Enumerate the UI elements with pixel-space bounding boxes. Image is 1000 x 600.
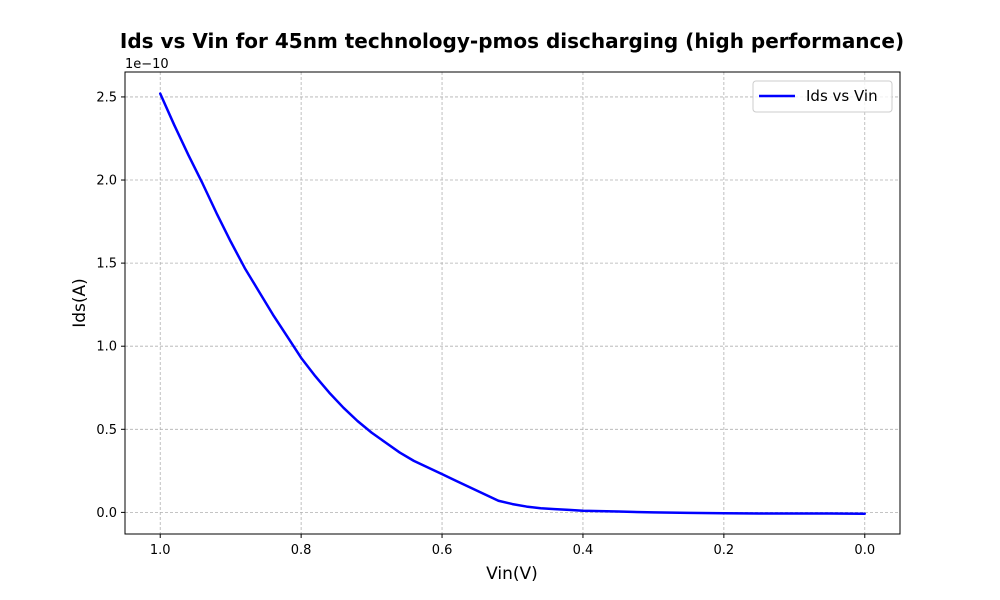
y-tick-label: 0.0 <box>96 506 117 521</box>
chart-title: Ids vs Vin for 45nm technology-pmos disc… <box>120 29 904 53</box>
y-tick-label: 1.5 <box>96 257 117 272</box>
x-tick-label: 1.0 <box>150 543 171 558</box>
y-tick-label: 2.5 <box>96 90 117 105</box>
x-tick-label: 0.2 <box>714 543 735 558</box>
x-axis-label: Vin(V) <box>486 564 538 584</box>
plot-frame <box>124 71 901 535</box>
legend: Ids vs Vin <box>752 80 893 113</box>
legend-box <box>752 80 893 113</box>
x-tick-label: 0.0 <box>854 543 875 558</box>
x-tick-label: 0.6 <box>432 543 453 558</box>
series-line-ids-vs-vin <box>158 92 867 515</box>
legend-label: Ids vs Vin <box>806 87 878 105</box>
y-axis-ticks: 0.0 0.5 1.0 1.5 2.0 2.5 <box>96 90 125 521</box>
series-layer <box>158 92 867 515</box>
y-tick-label: 1.0 <box>96 340 117 355</box>
y-axis-offset-label: 1e−10 <box>125 57 169 72</box>
y-axis-label: Ids(A) <box>70 278 90 328</box>
y-tick-label: 2.0 <box>96 174 117 189</box>
grid <box>125 72 900 534</box>
x-axis-ticks: 1.0 0.8 0.6 0.4 0.2 0.0 <box>150 534 875 558</box>
y-tick-label: 0.5 <box>96 423 117 438</box>
x-tick-label: 0.8 <box>291 543 312 558</box>
x-tick-label: 0.4 <box>573 543 594 558</box>
